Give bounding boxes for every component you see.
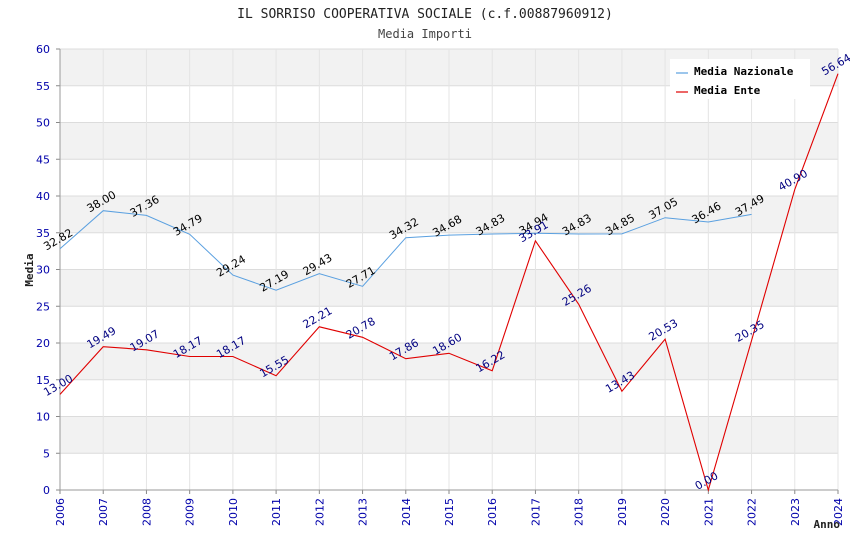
x-tick-label: 2015 xyxy=(443,498,456,526)
grid-bands xyxy=(59,48,839,491)
series-line-media-ente xyxy=(59,73,839,492)
y-tick-label: 40 xyxy=(36,190,50,203)
series-lines xyxy=(59,73,839,492)
x-tick-label: 2019 xyxy=(616,498,629,526)
x-tick-label: 2021 xyxy=(702,498,715,526)
x-tick-label: 2024 xyxy=(832,498,845,526)
legend: Media Nazionale Media Ente xyxy=(670,59,810,99)
x-axis-label: Anno xyxy=(814,518,841,531)
x-tick-label: 2018 xyxy=(573,498,586,526)
y-tick-label: 10 xyxy=(36,411,50,424)
legend-box xyxy=(670,59,810,99)
x-tick-label: 2009 xyxy=(184,498,197,526)
x-tick-label: 2010 xyxy=(227,498,240,526)
series-line-media-nazionale xyxy=(59,210,752,291)
y-tick-label: 60 xyxy=(36,43,50,56)
x-tick-label: 2016 xyxy=(486,498,499,526)
y-tick-label: 15 xyxy=(36,374,50,387)
x-tick-label: 2020 xyxy=(659,498,672,526)
chart-subtitle: Media Importi xyxy=(378,27,472,41)
chart-title: IL SORRISO COOPERATIVA SOCIALE (c.f.0088… xyxy=(237,7,613,22)
y-tick-label: 30 xyxy=(36,264,50,277)
x-tick-label: 2013 xyxy=(357,498,370,526)
x-tick-label: 2006 xyxy=(54,498,67,526)
y-tick-label: 0 xyxy=(43,484,50,497)
legend-label-media-ente: Media Ente xyxy=(694,84,761,97)
x-axis: 2006 2007 2008 2009 2010 2011 2012 2013 2014 2015… xyxy=(54,489,845,526)
x-tick-label: 2007 xyxy=(97,498,110,526)
x-tick-label: 2012 xyxy=(313,498,326,526)
y-tick-label: 5 xyxy=(43,447,50,460)
legend-label-media-nazionale: Media Nazionale xyxy=(694,65,794,78)
y-axis: 0 5 10 15 20 25 30 35 40 45 50 55 60 xyxy=(36,43,61,497)
y-tick-label: 20 xyxy=(36,337,50,350)
y-tick-label: 45 xyxy=(36,153,50,166)
y-tick-label: 50 xyxy=(36,117,50,130)
y-tick-label: 55 xyxy=(36,80,50,93)
y-axis-label: Media xyxy=(23,253,36,286)
x-tick-label: 2022 xyxy=(746,498,759,526)
y-tick-label: 25 xyxy=(36,300,50,313)
x-tick-label: 2011 xyxy=(270,498,283,526)
x-tick-label: 2023 xyxy=(789,498,802,526)
x-tick-label: 2008 xyxy=(140,498,153,526)
y-tick-label: 35 xyxy=(36,227,50,240)
x-tick-label: 2014 xyxy=(400,498,413,526)
x-tick-label: 2017 xyxy=(529,498,542,526)
